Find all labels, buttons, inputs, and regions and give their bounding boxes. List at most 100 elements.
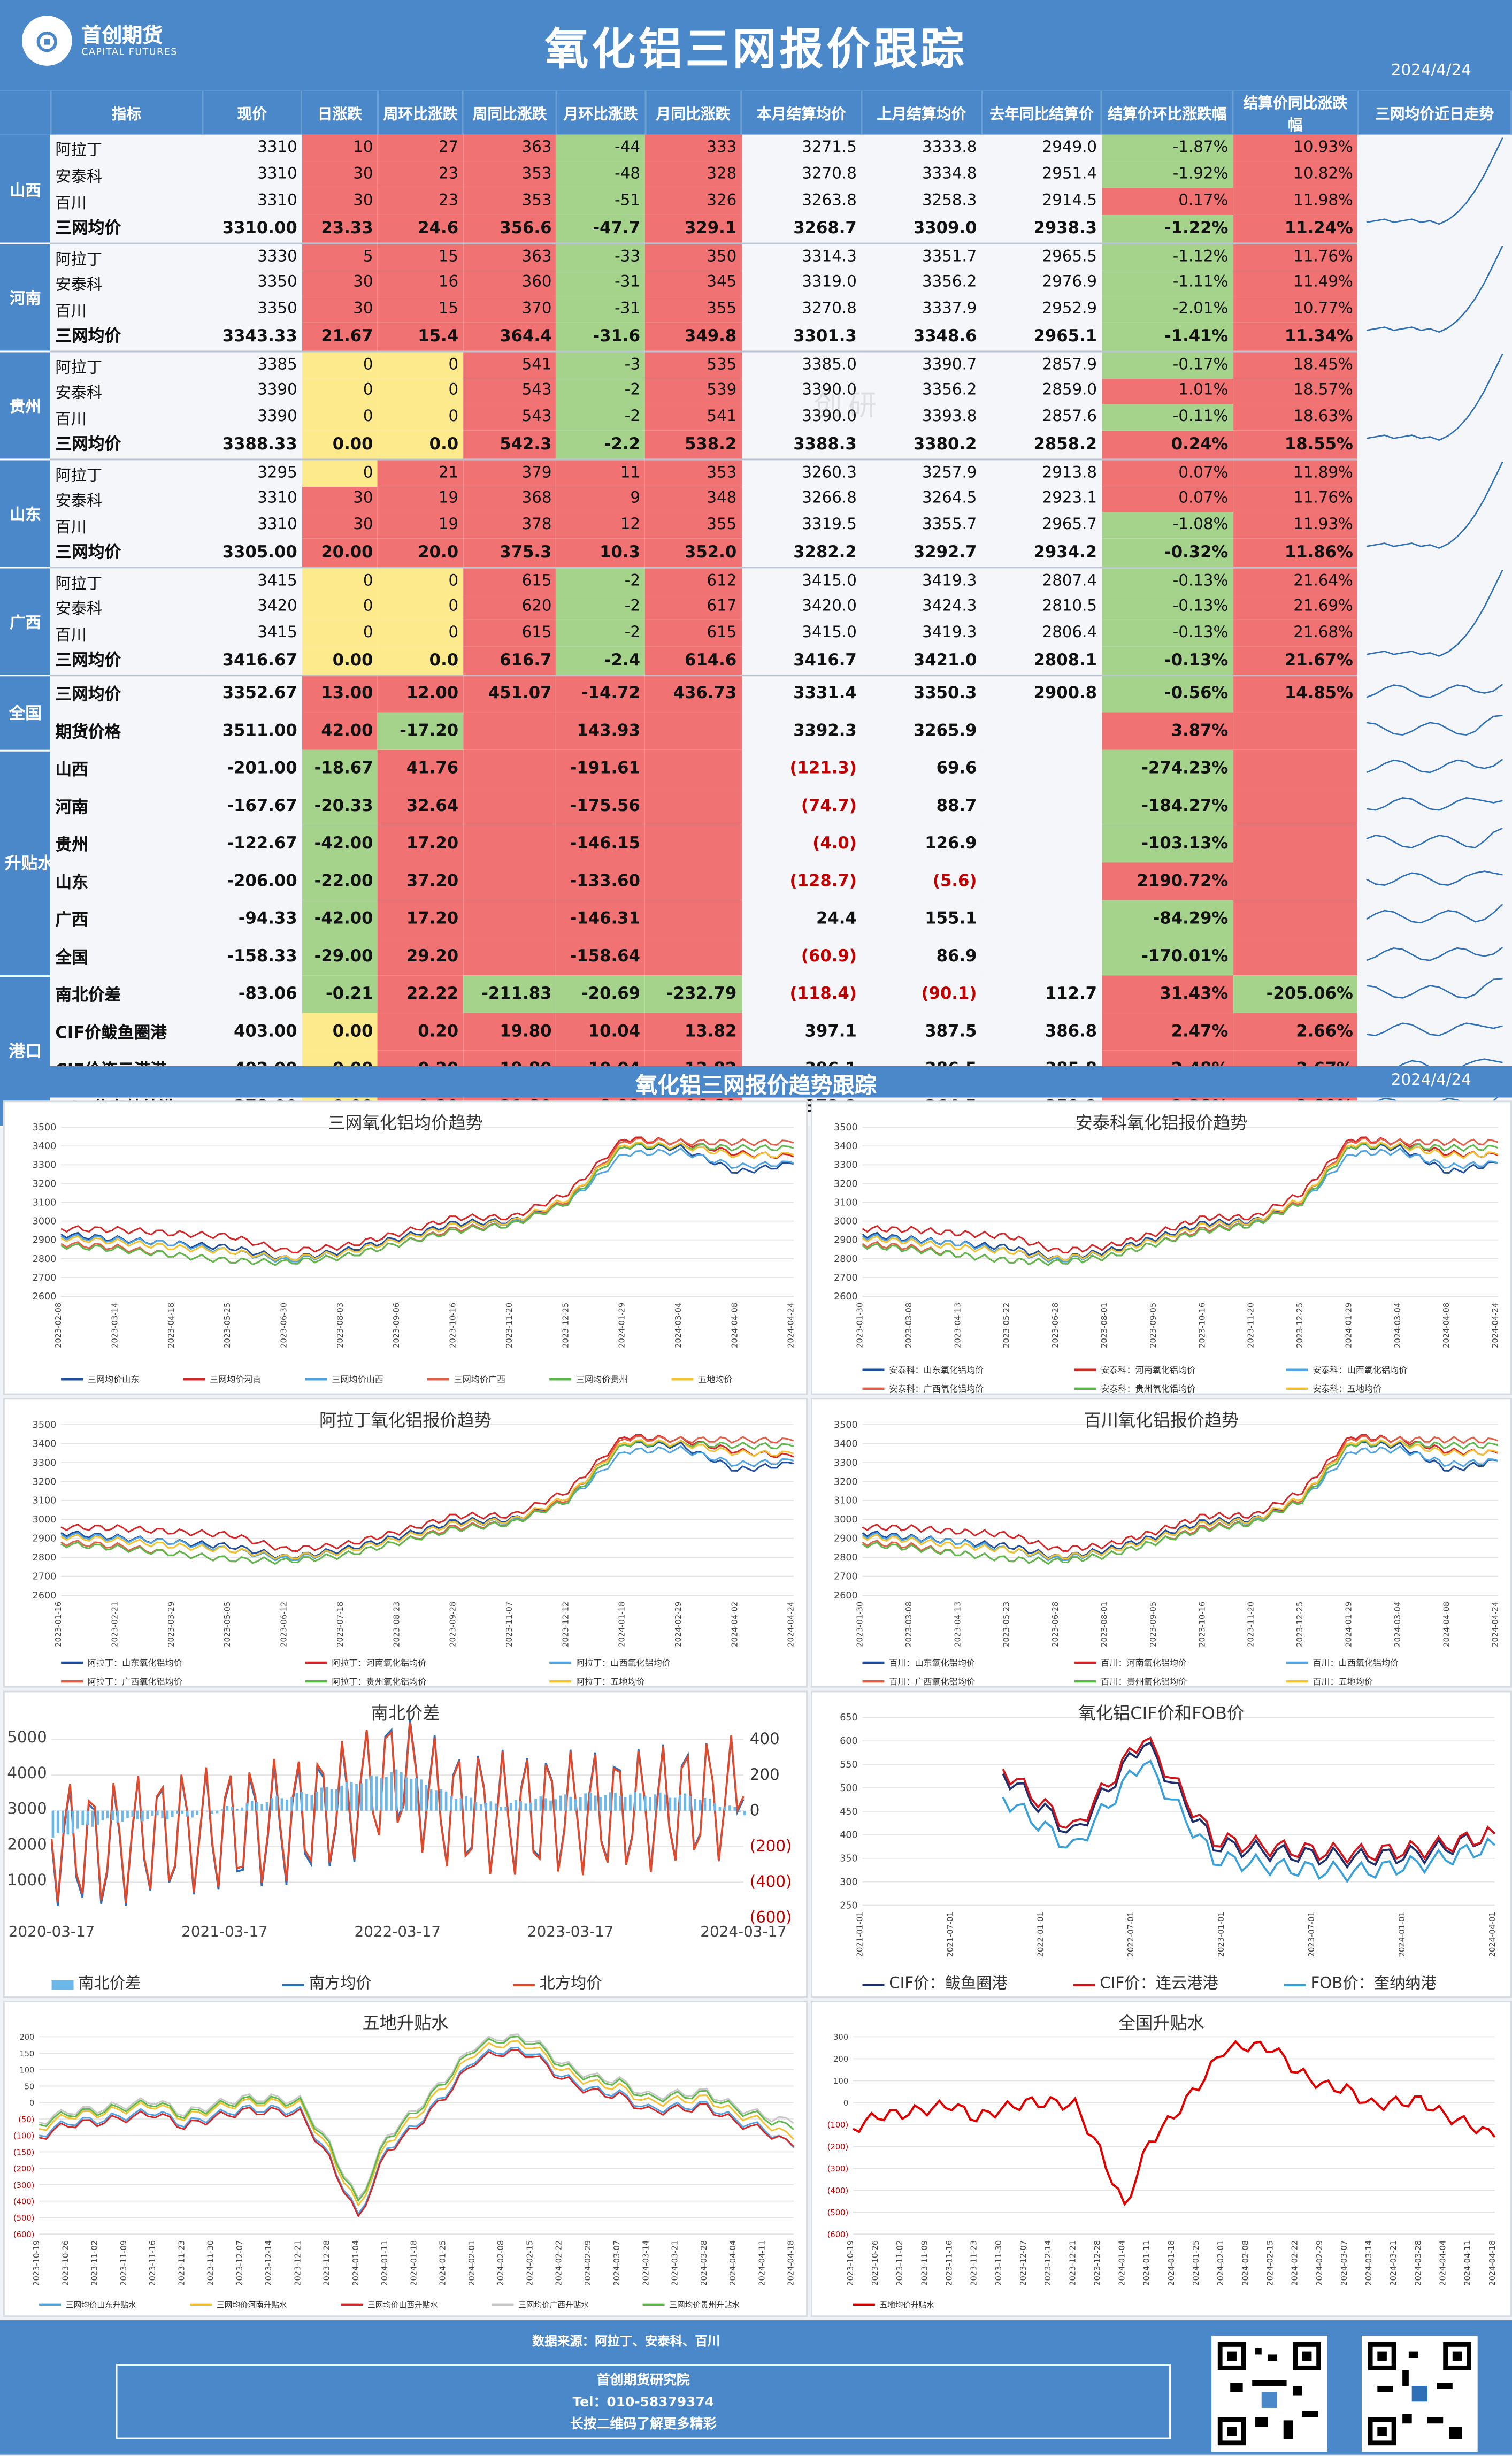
spread-bar <box>728 1805 731 1811</box>
qr-code-icon[interactable] <box>1362 2336 1478 2452</box>
y-tick-label: 3000 <box>7 1800 47 1818</box>
table-cell <box>463 937 557 976</box>
x-tick-label: 2023-12-25 <box>1295 1602 1304 1647</box>
sparkline <box>1365 946 1502 961</box>
table-cell: 3350 <box>202 270 302 297</box>
table-cell <box>981 787 1102 825</box>
sparkline-path <box>1365 946 1502 961</box>
legend-label: CIF价：鲅鱼圈港 <box>889 1974 1007 1992</box>
table-cell: 37.20 <box>378 862 463 900</box>
spread-bar <box>474 1802 478 1811</box>
chart-title: 五地升贴水 <box>362 2013 449 2034</box>
x-tick-label: 2023-09-05 <box>1149 1303 1158 1348</box>
table-cell: 12 <box>556 512 645 540</box>
x-tick-label: 2024-01-18 <box>1167 2240 1176 2286</box>
table-cell: 23 <box>378 161 463 188</box>
table-cell: 2938.3 <box>981 215 1102 244</box>
table-cell: 3268.7 <box>741 215 862 244</box>
table-cell: 0 <box>378 594 463 621</box>
x-tick-label: 2023-02-08 <box>54 1303 63 1348</box>
table-row: 期货价格 3511.00 42.00 -17.20 143.93 3392.3 3265.9… <box>0 712 1511 750</box>
legend-label: 三网均价山东 <box>88 1374 139 1384</box>
table-cell: (90.1) <box>861 975 982 1013</box>
y-tick-label: 3400 <box>33 1141 57 1152</box>
y-tick-label: (300) <box>827 2164 848 2174</box>
legend-label: 阿拉丁：五地均价 <box>576 1677 645 1686</box>
sparkline-path <box>1365 904 1502 924</box>
y-tick-label: 2600 <box>834 1590 858 1601</box>
table-cell: -0.32% <box>1101 539 1233 568</box>
spread-bar <box>295 1793 298 1811</box>
x-tick-label: 2023-11-20 <box>505 1303 514 1348</box>
qr-code-icon[interactable] <box>1211 2336 1327 2452</box>
x-tick-label: 2023-11-30 <box>994 2240 1003 2286</box>
series-line <box>862 1147 1499 1263</box>
table-cell: 3334.8 <box>861 161 982 188</box>
spread-bar <box>220 1809 224 1811</box>
y-tick-label: 2800 <box>33 1552 57 1563</box>
table-cell <box>981 862 1102 900</box>
table-cell: 543 <box>463 404 557 432</box>
table-cell: 3319.0 <box>741 270 862 297</box>
quote-table: 指标 现价 日涨跌 周环比涨跌 周同比涨跌 月环比涨跌 月同比涨跌 本月结算均价 上月结算均价去… <box>0 90 1512 1127</box>
table-cell: 2913.8 <box>981 458 1102 486</box>
x-tick-label: 2023-10-16 <box>1198 1303 1207 1348</box>
table-cell: 18.55% <box>1233 431 1358 460</box>
y-tick-label: 2000 <box>7 1835 47 1853</box>
spread-bar <box>688 1796 692 1811</box>
spread-bar <box>106 1810 109 1819</box>
table-cell: 363 <box>463 134 557 162</box>
x-tick-label: 2024-01-11 <box>380 2240 389 2286</box>
spread-bar <box>549 1800 552 1811</box>
spread-bar <box>494 1803 497 1811</box>
table-row: 全国 -158.33 -29.00 29.20 -158.64 (60.9) 86.9 -17… <box>0 937 1511 976</box>
spread-bar <box>141 1810 144 1822</box>
x-tick-label: 2024-02-15 <box>1265 2240 1275 2286</box>
spread-bar <box>66 1810 70 1835</box>
legend-label: CIF价：连云港港 <box>1100 1974 1218 1992</box>
y-tick-label: 2700 <box>834 1572 858 1582</box>
table-cell <box>981 749 1102 788</box>
x-tick-label: 2023-01-01 <box>1217 1911 1226 1957</box>
table-cell: 0.00 <box>302 431 378 460</box>
x-tick-label: 2024-02-08 <box>496 2240 505 2286</box>
spread-bar <box>245 1803 249 1811</box>
y-tick-label: 1000 <box>7 1871 47 1889</box>
table-cell: 0.07% <box>1101 486 1233 513</box>
row-label: 山东 <box>50 862 203 900</box>
y-tick-label: 2800 <box>834 1254 858 1265</box>
y-tick-label: 0 <box>843 2099 848 2108</box>
x-tick-label: 2022-07-01 <box>1126 1911 1135 1957</box>
x-tick-label: 2024-02-29 <box>584 2240 593 2286</box>
table-cell: 3393.8 <box>861 404 982 432</box>
y2-tick-label: (200) <box>750 1837 792 1855</box>
table-cell: 3421.0 <box>861 647 982 676</box>
y-tick-label: (150) <box>13 2148 34 2157</box>
table-cell <box>1233 712 1358 750</box>
table-cell: (60.9) <box>741 937 862 976</box>
sparkline-cell <box>1357 675 1511 713</box>
table-cell <box>463 825 557 863</box>
x-tick-label: 2024-04-11 <box>1463 2240 1472 2286</box>
x-tick-label: 2023-07-01 <box>1307 1911 1316 1957</box>
x-tick-label: 2024-03-21 <box>671 2240 680 2286</box>
table-cell: 542.3 <box>463 431 557 460</box>
series-line <box>1002 1741 1496 1869</box>
x-tick-label: 2022-03-17 <box>355 1923 441 1940</box>
table-row: 百川 3310 30 23 353 -51 326 3263.8 3258.3 2914.5 0.1… <box>0 188 1511 215</box>
chart-title: 安泰科氧化铝报价趋势 <box>1075 1113 1248 1134</box>
row-label: 阿拉丁 <box>50 134 203 162</box>
sparkline-path <box>1365 1022 1502 1036</box>
spread-bar <box>235 1809 239 1811</box>
spread-bar <box>664 1794 666 1811</box>
sparkline-cell <box>1357 134 1511 243</box>
header-cell: 日涨跌 <box>302 90 379 135</box>
spread-bar <box>589 1793 592 1811</box>
sparkline-cell <box>1357 1013 1511 1051</box>
table-cell: -133.60 <box>556 862 645 900</box>
spread-bar <box>62 1810 64 1833</box>
spread-bar <box>579 1797 582 1811</box>
table-cell: 23 <box>378 188 463 215</box>
series-line <box>1002 1759 1496 1884</box>
x-tick-label: 2023-10-16 <box>1198 1602 1207 1647</box>
